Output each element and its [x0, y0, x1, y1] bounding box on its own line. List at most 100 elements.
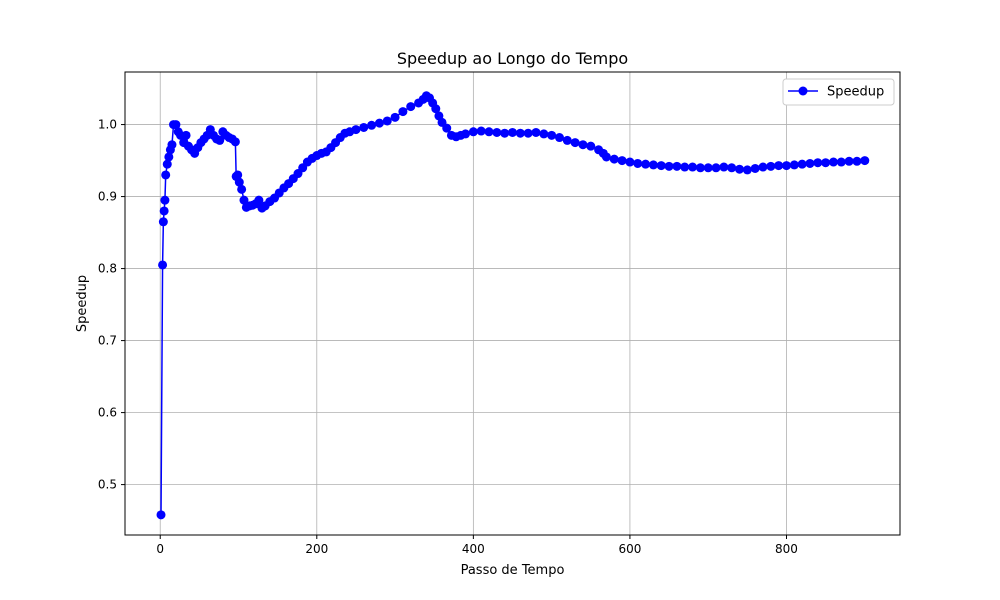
- y-axis-ticks: 0.5 0.6 0.7 0.8 0.9 1.0: [98, 118, 125, 492]
- data-point: [821, 158, 831, 168]
- grid-lines: [125, 72, 900, 535]
- data-point: [515, 128, 525, 138]
- data-point: [727, 163, 737, 173]
- data-point: [476, 126, 486, 136]
- data-point: [578, 140, 588, 150]
- data-point: [735, 164, 745, 174]
- data-point: [554, 133, 564, 143]
- data-point: [523, 128, 533, 138]
- data-point: [390, 112, 400, 122]
- data-point: [641, 159, 651, 169]
- data-point: [239, 195, 249, 205]
- data-point: [531, 127, 541, 137]
- data-point: [406, 102, 416, 112]
- data-point: [562, 135, 572, 145]
- legend: Speedup: [782, 78, 895, 106]
- data-point: [461, 129, 471, 139]
- data-point: [813, 158, 823, 168]
- data-point: [167, 140, 177, 150]
- data-point: [664, 161, 674, 171]
- data-point: [508, 127, 517, 137]
- data-point: [158, 260, 168, 270]
- x-tick-label: 0: [156, 542, 164, 556]
- data-point: [860, 156, 870, 166]
- data-point: [254, 195, 264, 205]
- y-tick-label: 0.6: [98, 406, 117, 420]
- data-point: [539, 129, 549, 139]
- data-point: [181, 130, 191, 140]
- x-tick-label: 200: [305, 542, 328, 556]
- data-point: [230, 137, 240, 147]
- data-point: [766, 161, 776, 171]
- x-axis-ticks: 0 200 400 600 800: [156, 535, 798, 556]
- y-tick-label: 1.0: [98, 118, 117, 132]
- y-axis-label: Speedup: [75, 275, 90, 332]
- data-point: [159, 206, 169, 216]
- data-point: [484, 127, 494, 137]
- data-point: [797, 159, 807, 169]
- data-point: [234, 177, 244, 187]
- data-point: [836, 157, 846, 167]
- data-point: [758, 162, 768, 172]
- data-point: [398, 107, 408, 117]
- data-point: [656, 161, 666, 171]
- data-point: [703, 163, 713, 173]
- data-point: [750, 163, 760, 173]
- data-point: [171, 120, 181, 130]
- data-point: [844, 156, 854, 166]
- data-point: [158, 217, 168, 227]
- x-tick-label: 800: [775, 542, 798, 556]
- data-point: [695, 163, 705, 173]
- y-tick-label: 0.9: [98, 190, 117, 204]
- data-point: [215, 135, 225, 145]
- data-point: [351, 125, 361, 135]
- data-point: [156, 510, 166, 520]
- legend-marker-sample: [798, 86, 808, 96]
- legend-box: [782, 78, 895, 106]
- data-point: [601, 152, 611, 162]
- series-layer: [156, 91, 870, 520]
- data-point: [442, 123, 452, 133]
- legend-label: Speedup: [827, 85, 884, 100]
- data-point: [609, 154, 619, 164]
- data-point: [547, 130, 557, 140]
- data-point: [500, 128, 510, 138]
- data-point: [633, 158, 643, 168]
- data-point: [789, 160, 799, 170]
- data-point: [162, 159, 172, 169]
- chart-title: Speedup ao Longo do Tempo: [397, 49, 628, 68]
- data-point: [625, 157, 635, 167]
- data-point: [233, 170, 243, 180]
- data-point: [672, 161, 682, 171]
- data-point: [431, 104, 441, 114]
- plot-area-frame: [124, 71, 901, 536]
- data-point: [781, 161, 791, 171]
- x-tick-label: 400: [462, 542, 485, 556]
- data-point: [805, 158, 815, 168]
- data-point: [374, 118, 384, 128]
- data-point: [688, 162, 698, 172]
- data-point: [367, 120, 377, 130]
- data-point: [617, 156, 627, 166]
- y-tick-label: 0.7: [98, 334, 117, 348]
- data-point: [468, 127, 478, 137]
- data-point: [852, 156, 862, 166]
- data-point: [828, 157, 838, 167]
- data-point: [586, 141, 596, 151]
- y-tick-label: 0.5: [98, 478, 117, 492]
- data-point: [382, 116, 392, 126]
- data-point: [711, 163, 721, 173]
- data-point: [719, 162, 729, 172]
- y-tick-label: 0.8: [98, 262, 117, 276]
- data-point: [237, 184, 247, 194]
- data-point: [648, 160, 658, 170]
- data-point: [680, 162, 690, 172]
- data-point: [774, 161, 784, 171]
- data-point: [161, 170, 171, 180]
- data-point: [164, 152, 174, 162]
- x-tick-label: 600: [618, 542, 641, 556]
- data-point: [160, 195, 170, 205]
- data-point: [359, 122, 369, 132]
- data-point: [492, 127, 502, 137]
